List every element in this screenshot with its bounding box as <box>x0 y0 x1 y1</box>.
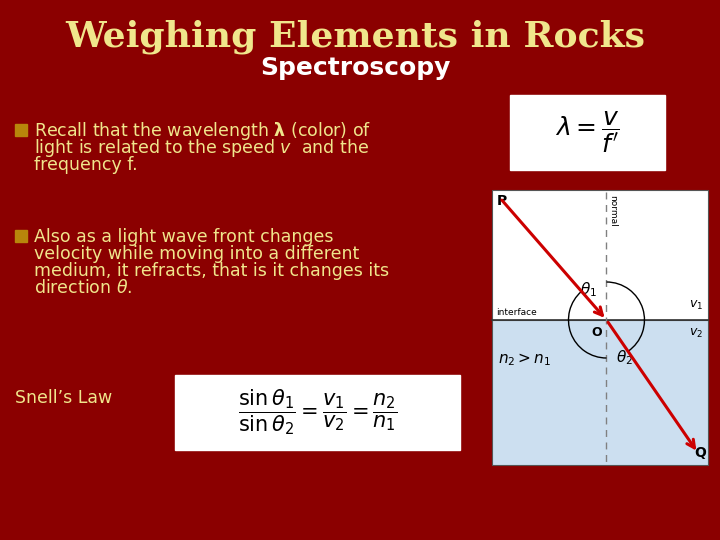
Text: $\theta_2$: $\theta_2$ <box>616 349 633 367</box>
Text: $v_2$: $v_2$ <box>689 327 703 340</box>
Bar <box>15 124 27 136</box>
Text: $v_1$: $v_1$ <box>689 299 703 312</box>
Text: P: P <box>497 194 508 208</box>
Text: $\lambda = \dfrac{v}{f'}$: $\lambda = \dfrac{v}{f'}$ <box>555 110 620 155</box>
Bar <box>510 95 665 170</box>
Bar <box>15 230 27 242</box>
Text: $\mathbf{\mathit{n_2 > n_1}}$: $\mathbf{\mathit{n_2 > n_1}}$ <box>498 352 551 368</box>
Text: direction $\theta$.: direction $\theta$. <box>34 279 132 297</box>
Text: Spectroscopy: Spectroscopy <box>260 56 450 80</box>
Text: Q: Q <box>694 446 706 460</box>
Text: $\dfrac{\sin\theta_1}{\sin\theta_2} = \dfrac{v_1}{v_2} = \dfrac{n_2}{n_1}$: $\dfrac{\sin\theta_1}{\sin\theta_2} = \d… <box>238 388 397 437</box>
Bar <box>492 190 708 320</box>
Text: normal: normal <box>608 195 618 227</box>
Text: Recall that the wavelength $\mathbf{\lambda}$ (color) of: Recall that the wavelength $\mathbf{\lam… <box>34 120 372 142</box>
Text: medium, it refracts, that is it changes its: medium, it refracts, that is it changes … <box>34 262 389 280</box>
Text: Also as a light wave front changes: Also as a light wave front changes <box>34 228 333 246</box>
Text: interface: interface <box>496 308 536 317</box>
Text: Weighing Elements in Rocks: Weighing Elements in Rocks <box>65 20 645 54</box>
Text: O: O <box>591 326 602 339</box>
Text: velocity while moving into a different: velocity while moving into a different <box>34 245 359 263</box>
Bar <box>175 375 460 450</box>
Text: Snell’s Law: Snell’s Law <box>15 389 112 407</box>
Text: frequency f.: frequency f. <box>34 156 138 174</box>
Text: $\theta_1$: $\theta_1$ <box>580 281 597 299</box>
Text: light is related to the speed $v$  and the: light is related to the speed $v$ and th… <box>34 137 369 159</box>
Bar <box>492 320 708 465</box>
